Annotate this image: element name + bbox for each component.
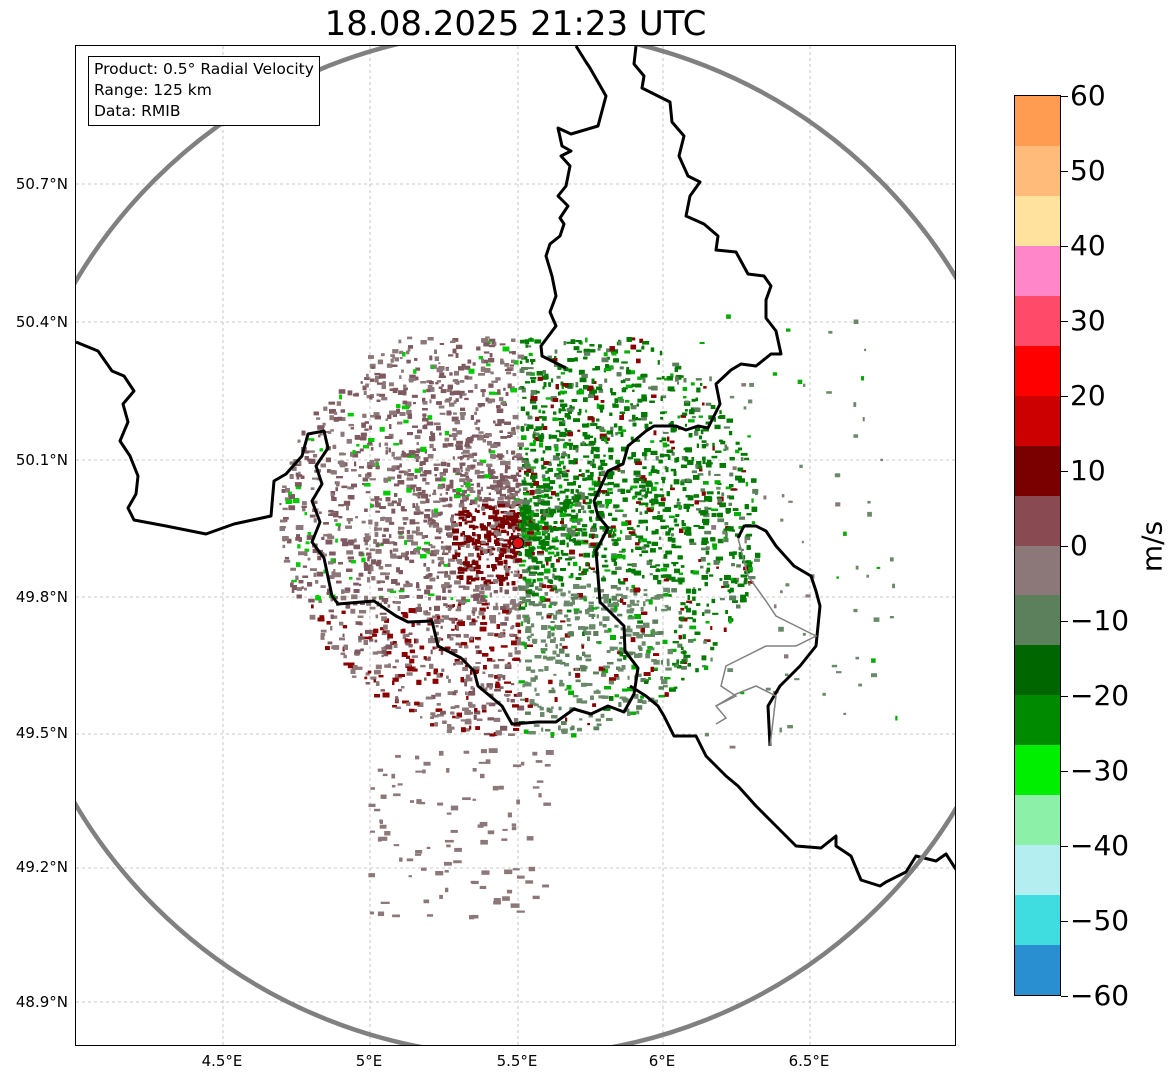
radar-map-canvas — [76, 46, 955, 1045]
colorbar-tick-label: 0 — [1070, 529, 1088, 562]
radar-map[interactable] — [75, 45, 956, 1046]
colorbar-tick-mark — [1061, 546, 1068, 547]
colorbar-tick-mark — [1061, 921, 1068, 922]
colorbar-tick-mark — [1061, 996, 1068, 997]
lat-tick-label: 49.8°N — [15, 588, 68, 606]
colorbar-tick-label: −60 — [1070, 979, 1130, 1012]
lon-tick-label: 6.5°E — [788, 1052, 830, 1070]
colorbar-tick-mark — [1061, 846, 1068, 847]
colorbar-segment — [1015, 845, 1060, 897]
lat-tick-label: 50.4°N — [15, 313, 68, 331]
colorbar-segment — [1015, 795, 1060, 847]
lon-tick-label: 6°E — [648, 1052, 676, 1070]
lon-tick-label: 5°E — [355, 1052, 383, 1070]
product-info-box: Product: 0.5° Radial Velocity Range: 125… — [88, 56, 320, 126]
map-title: 18.08.2025 21:23 UTC — [324, 4, 707, 44]
colorbar-segment — [1015, 395, 1060, 447]
colorbar-segment — [1015, 195, 1060, 247]
colorbar-segment — [1015, 695, 1060, 747]
lat-tick-label: 49.5°N — [15, 724, 68, 742]
colorbar-segment — [1015, 96, 1060, 147]
data-source-label: Data: RMIB — [94, 102, 181, 120]
colorbar-tick-mark — [1061, 171, 1068, 172]
colorbar-tick-label: 20 — [1070, 379, 1106, 412]
colorbar-tick-mark — [1061, 396, 1068, 397]
lon-tick-label: 5.5°E — [496, 1052, 538, 1070]
colorbar-segment — [1015, 495, 1060, 547]
colorbar-segment — [1015, 745, 1060, 797]
product-label: Product: 0.5° Radial Velocity — [94, 60, 314, 78]
lat-tick-label: 49.2°N — [15, 858, 68, 876]
colorbar-segment — [1015, 295, 1060, 347]
colorbar-tick-label: 50 — [1070, 154, 1106, 187]
colorbar-segment — [1015, 445, 1060, 497]
colorbar-tick-mark — [1061, 96, 1068, 97]
colorbar-tick-label: 10 — [1070, 454, 1106, 487]
colorbar-segment — [1015, 895, 1060, 947]
colorbar-tick-mark — [1061, 471, 1068, 472]
colorbar-tick-mark — [1061, 246, 1068, 247]
colorbar-tick-label: −40 — [1070, 829, 1130, 862]
colorbar-segment — [1015, 345, 1060, 397]
colorbar-tick-label: −50 — [1070, 904, 1130, 937]
colorbar-tick-mark — [1061, 771, 1068, 772]
colorbar-tick-mark — [1061, 621, 1068, 622]
colorbar-segment — [1015, 945, 1060, 995]
range-label: Range: 125 km — [94, 81, 212, 99]
colorbar-segment — [1015, 245, 1060, 297]
colorbar-tick-label: 60 — [1070, 79, 1106, 112]
colorbar-segment — [1015, 545, 1060, 597]
colorbar-unit-label: m/s — [1135, 520, 1169, 573]
colorbar-tick-label: −10 — [1070, 604, 1130, 637]
colorbar-tick-mark — [1061, 696, 1068, 697]
radar-echoes — [279, 314, 898, 920]
colorbar-segment — [1015, 145, 1060, 197]
colorbar-segment — [1015, 595, 1060, 647]
colorbar-tick-label: −20 — [1070, 679, 1130, 712]
lat-tick-label: 50.7°N — [15, 175, 68, 193]
lat-tick-label: 48.9°N — [15, 993, 68, 1011]
colorbar-tick-mark — [1061, 321, 1068, 322]
colorbar-tick-label: 30 — [1070, 304, 1106, 337]
colorbar-segment — [1015, 645, 1060, 697]
country-borders — [76, 46, 955, 888]
lux-border — [714, 537, 818, 747]
colorbar — [1014, 95, 1061, 996]
radar-site-marker[interactable] — [512, 537, 524, 549]
colorbar-tick-label: −30 — [1070, 754, 1130, 787]
lat-tick-label: 50.1°N — [15, 451, 68, 469]
colorbar-tick-label: 40 — [1070, 229, 1106, 262]
lon-tick-label: 4.5°E — [201, 1052, 243, 1070]
